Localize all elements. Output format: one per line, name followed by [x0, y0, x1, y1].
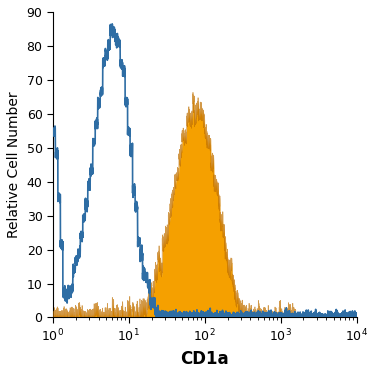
Y-axis label: Relative Cell Number: Relative Cell Number: [7, 92, 21, 238]
X-axis label: CD1a: CD1a: [180, 350, 229, 368]
